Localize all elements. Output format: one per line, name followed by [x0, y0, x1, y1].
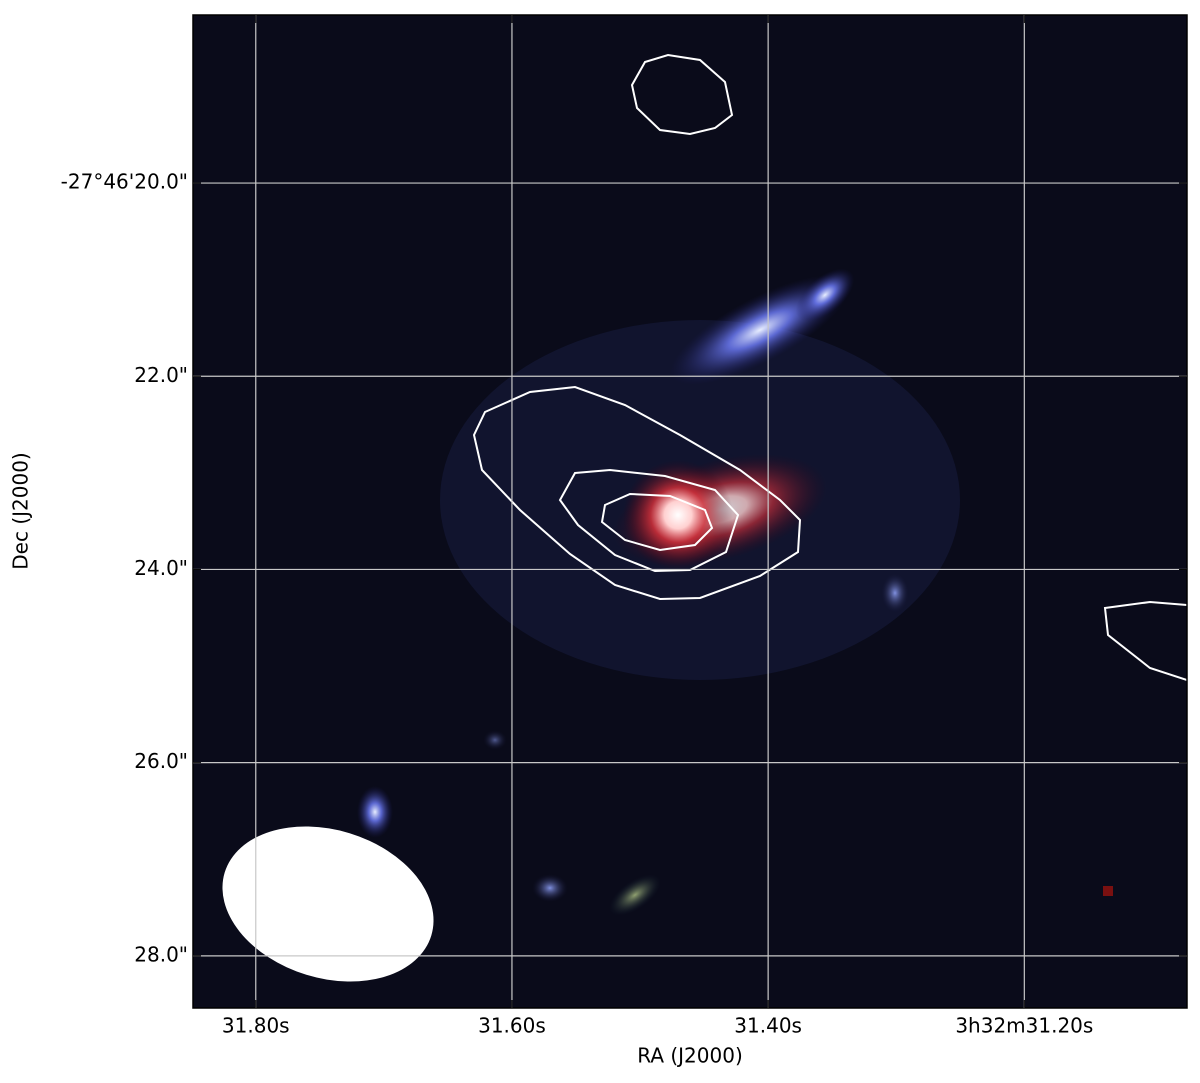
x-tick-label: 31.40s [734, 1014, 802, 1038]
y-tick-label: 22.0" [134, 363, 188, 387]
y-tick-label: 26.0" [134, 749, 188, 773]
y-tick-label: -27°46'20.0" [61, 170, 188, 194]
x-tick-label: 31.60s [478, 1014, 546, 1038]
y-tick-label: 28.0" [134, 942, 188, 966]
x-tick-label: 3h32m31.20s [955, 1014, 1093, 1038]
plot-frame [192, 14, 1188, 1009]
y-axis-label: Dec (J2000) [9, 452, 33, 569]
x-axis-label: RA (J2000) [637, 1044, 743, 1068]
y-tick-label: 24.0" [134, 556, 188, 580]
image [193, 15, 1187, 1008]
x-tick-label: 31.80s [222, 1014, 290, 1038]
